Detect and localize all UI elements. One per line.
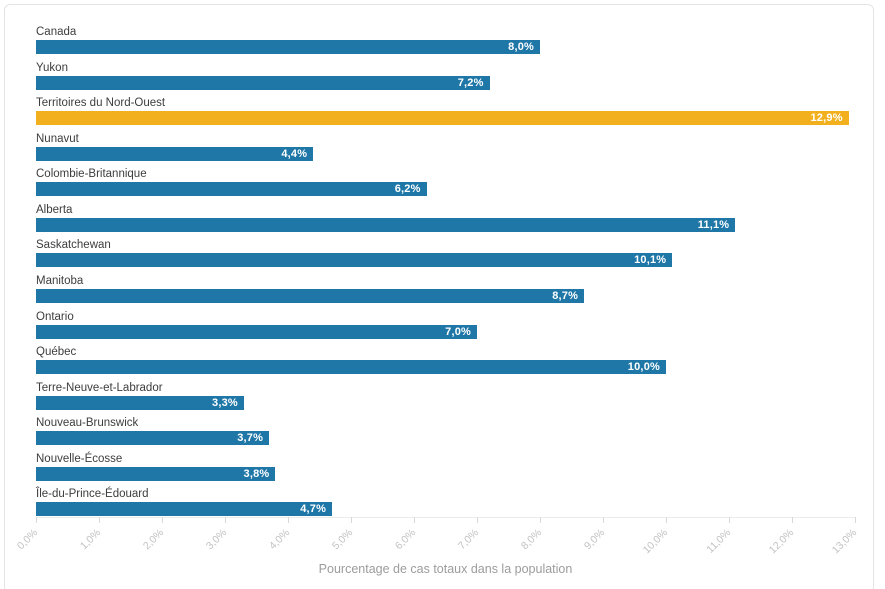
bar[interactable]: 3,8% bbox=[36, 466, 276, 481]
bar[interactable]: 3,3% bbox=[36, 395, 244, 410]
tick-mark-icon bbox=[351, 517, 352, 523]
category-label: Île-du-Prince-Édouard bbox=[36, 488, 149, 501]
bar-row: Terre-Neuve-et-Labrador 3,3% bbox=[36, 382, 855, 410]
tick-mark-icon bbox=[477, 517, 478, 523]
value-label: 3,8% bbox=[243, 467, 270, 480]
x-tick-label: 0,0% bbox=[14, 526, 41, 553]
tick-mark-icon bbox=[855, 517, 856, 523]
bar[interactable]: 11,1% bbox=[36, 217, 736, 232]
value-label: 12,9% bbox=[810, 112, 843, 125]
category-label: Terre-Neuve-et-Labrador bbox=[36, 381, 163, 394]
bar-row: Territoires du Nord-Ouest 12,9% bbox=[36, 97, 855, 126]
category-label: Canada bbox=[36, 26, 77, 38]
category-label: Nouveau-Brunswick bbox=[36, 417, 139, 430]
category-label: Yukon bbox=[36, 61, 68, 74]
x-axis-line bbox=[36, 517, 856, 518]
category-label: Nunavut bbox=[36, 132, 79, 145]
tick-mark-icon bbox=[99, 517, 100, 523]
category-label: Colombie-Britannique bbox=[36, 168, 147, 181]
tick-mark-icon bbox=[36, 517, 37, 523]
category-label: Alberta bbox=[36, 203, 73, 216]
bar-row: Nunavut 4,4% bbox=[36, 133, 855, 161]
bar[interactable]: 7,0% bbox=[36, 324, 477, 339]
bar-row: Ontario 7,0% bbox=[36, 311, 855, 339]
value-label: 4,4% bbox=[281, 147, 308, 160]
bar[interactable]: 12,9% bbox=[36, 111, 849, 126]
value-label: 11,1% bbox=[697, 218, 730, 231]
bar[interactable]: 10,1% bbox=[36, 253, 673, 268]
tick-mark-icon bbox=[603, 517, 604, 523]
value-label: 8,7% bbox=[552, 290, 579, 302]
tick-mark-icon bbox=[288, 517, 289, 523]
value-label: 8,0% bbox=[508, 41, 534, 53]
value-label: 3,3% bbox=[212, 396, 238, 409]
bar[interactable]: 4,4% bbox=[36, 146, 314, 161]
tick-mark-icon bbox=[414, 517, 415, 523]
category-label: Québec bbox=[36, 346, 77, 359]
bar[interactable]: 4,7% bbox=[36, 502, 333, 517]
category-label: Saskatchewan bbox=[36, 239, 111, 252]
tick-mark-icon bbox=[225, 517, 226, 523]
x-axis-title: Pourcentage de cas totaux dans la popula… bbox=[318, 562, 573, 576]
value-label: 3,7% bbox=[237, 432, 264, 445]
tick-mark-icon bbox=[162, 517, 163, 523]
value-label: 4,7% bbox=[300, 503, 327, 516]
tick-mark-icon bbox=[540, 517, 541, 523]
bar[interactable]: 10,0% bbox=[36, 360, 666, 375]
bar-row: Île-du-Prince-Édouard 4,7% bbox=[36, 488, 855, 517]
bar[interactable]: 6,2% bbox=[36, 182, 427, 197]
value-label: 7,0% bbox=[445, 325, 471, 338]
bar-row: Québec 10,0% bbox=[36, 346, 855, 375]
bar-row: Nouveau-Brunswick 3,7% bbox=[36, 417, 855, 446]
value-label: 10,1% bbox=[634, 254, 667, 267]
bar-row: Canada 8,0% bbox=[36, 26, 855, 54]
bar[interactable]: 8,0% bbox=[36, 40, 540, 54]
tick-mark-icon bbox=[729, 517, 730, 523]
bar[interactable]: 8,7% bbox=[36, 289, 585, 303]
category-label: Manitoba bbox=[36, 275, 84, 287]
category-label: Ontario bbox=[36, 310, 74, 323]
plot-area: Canada 8,0% Yukon 7,2% Territoires du No… bbox=[15, 26, 859, 586]
value-label: 6,2% bbox=[394, 183, 421, 196]
category-label: Nouvelle-Écosse bbox=[36, 452, 123, 465]
bar-row: Manitoba 8,7% bbox=[36, 275, 855, 303]
bar-row: Alberta 11,1% bbox=[36, 204, 855, 232]
chart-card: Canada 8,0% Yukon 7,2% Territoires du No… bbox=[4, 4, 874, 589]
tick-mark-icon bbox=[666, 517, 667, 523]
bar-row: Nouvelle-Écosse 3,8% bbox=[36, 453, 855, 481]
category-label: Territoires du Nord-Ouest bbox=[36, 97, 166, 110]
value-label: 10,0% bbox=[627, 361, 660, 374]
tick-mark-icon bbox=[792, 517, 793, 523]
bar[interactable]: 7,2% bbox=[36, 75, 490, 90]
bar-row: Saskatchewan 10,1% bbox=[36, 239, 855, 268]
bar-row: Colombie-Britannique 6,2% bbox=[36, 168, 855, 197]
value-label: 7,2% bbox=[457, 76, 484, 89]
bar-row: Yukon 7,2% bbox=[36, 62, 855, 90]
bar[interactable]: 3,7% bbox=[36, 431, 270, 446]
